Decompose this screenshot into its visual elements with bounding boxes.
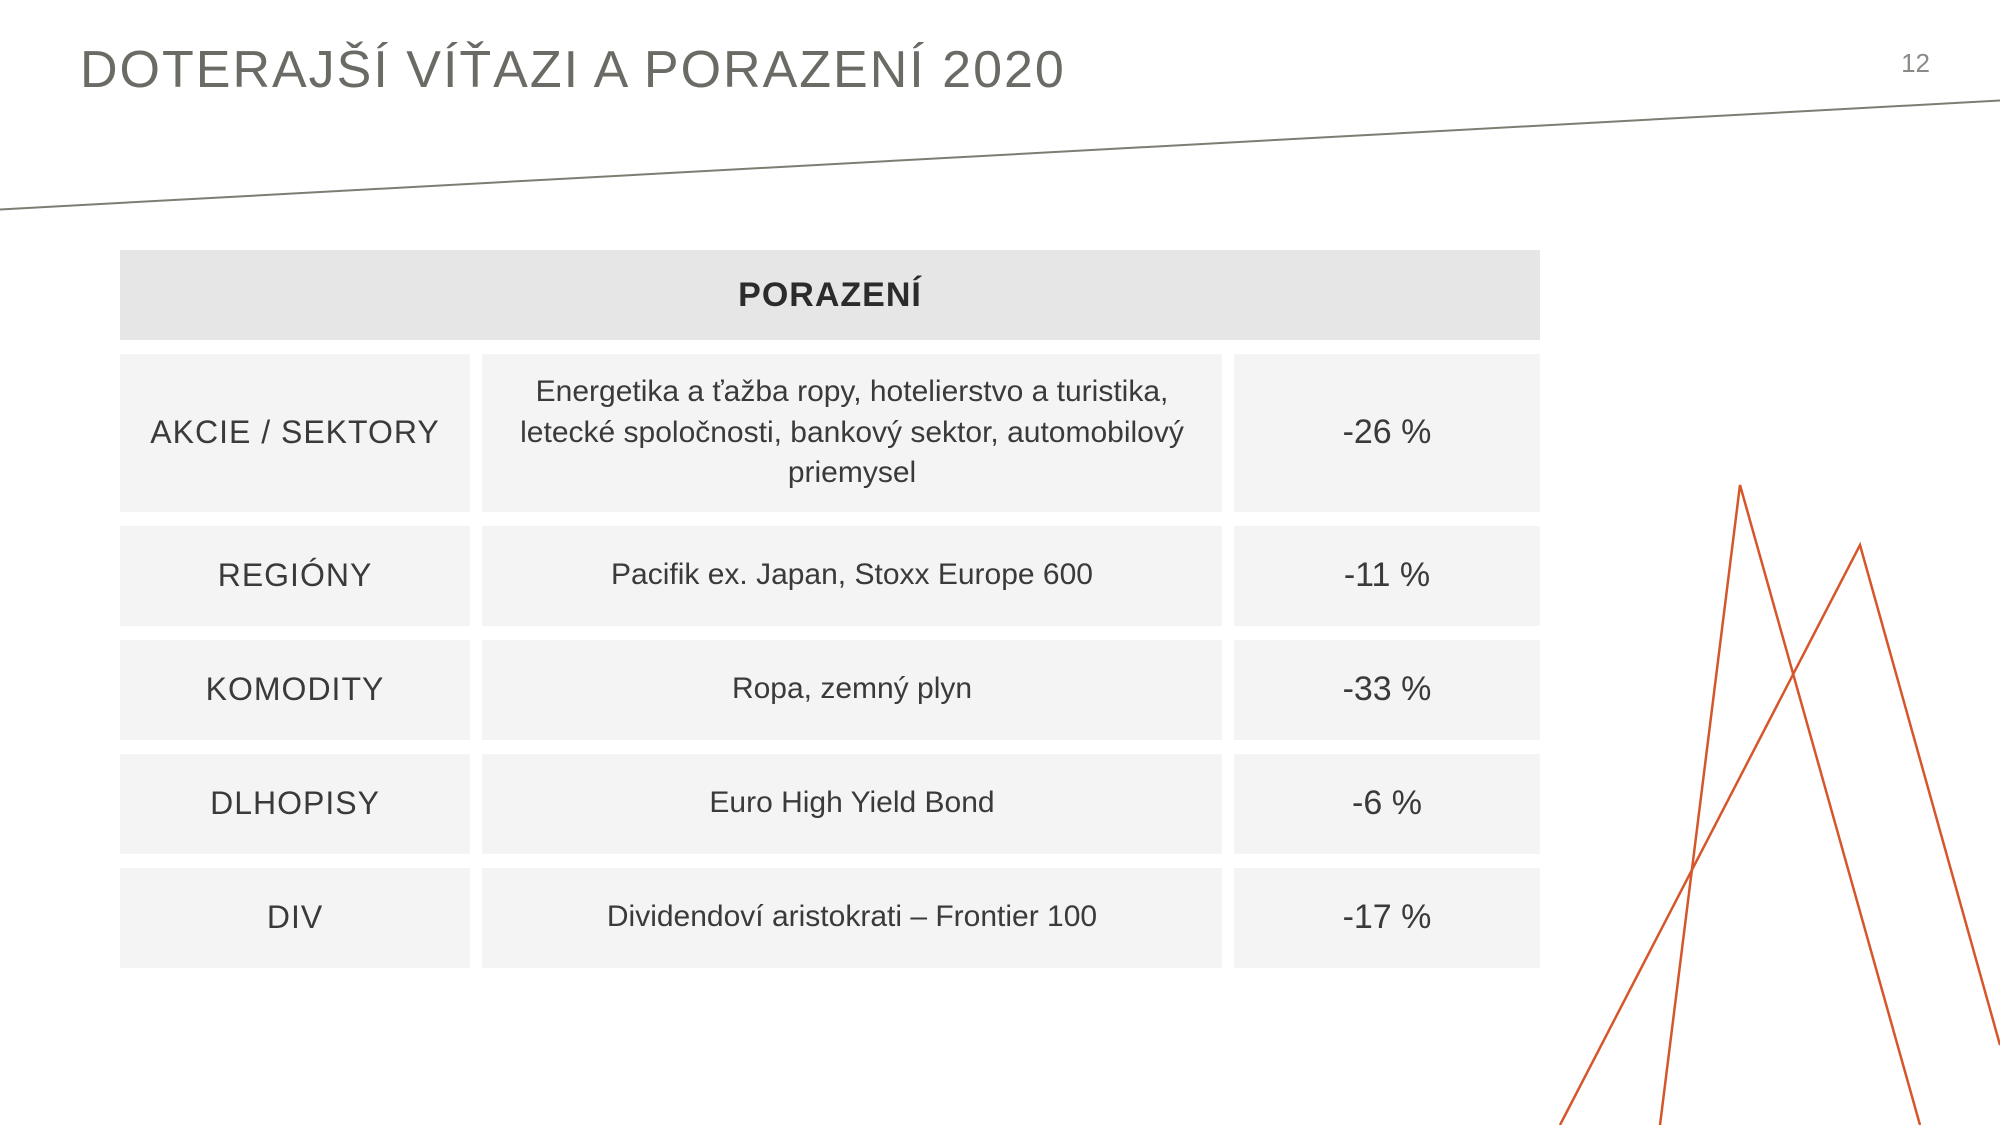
category-cell: KOMODITY xyxy=(120,640,470,740)
description-cell: Dividendoví aristokrati – Frontier 100 xyxy=(482,868,1222,968)
slide-title: DOTERAJŠÍ VÍŤAZI A PORAZENÍ 2020 xyxy=(80,40,1066,100)
losers-table: PORAZENÍ AKCIE / SEKTORY Energetika a ťa… xyxy=(120,250,1540,968)
value-cell: -26 % xyxy=(1234,354,1540,512)
value-cell: -11 % xyxy=(1234,526,1540,626)
category-cell: AKCIE / SEKTORY xyxy=(120,354,470,512)
description-cell: Euro High Yield Bond xyxy=(482,754,1222,854)
table-row: DIV Dividendoví aristokrati – Frontier 1… xyxy=(120,868,1540,968)
value-cell: -33 % xyxy=(1234,640,1540,740)
table-row: REGIÓNY Pacifik ex. Japan, Stoxx Europe … xyxy=(120,526,1540,626)
table-row: DLHOPISY Euro High Yield Bond -6 % xyxy=(120,754,1540,854)
table-header: PORAZENÍ xyxy=(120,250,1540,340)
value-cell: -17 % xyxy=(1234,868,1540,968)
category-cell: REGIÓNY xyxy=(120,526,470,626)
table-row: AKCIE / SEKTORY Energetika a ťažba ropy,… xyxy=(120,354,1540,512)
page-number: 12 xyxy=(1901,48,1930,79)
category-cell: DLHOPISY xyxy=(120,754,470,854)
slide: DOTERAJŠÍ VÍŤAZI A PORAZENÍ 2020 12 PORA… xyxy=(0,0,2000,1125)
description-cell: Energetika a ťažba ropy, hotelierstvo a … xyxy=(482,354,1222,512)
value-cell: -6 % xyxy=(1234,754,1540,854)
description-cell: Pacifik ex. Japan, Stoxx Europe 600 xyxy=(482,526,1222,626)
category-cell: DIV xyxy=(120,868,470,968)
description-cell: Ropa, zemný plyn xyxy=(482,640,1222,740)
table-row: KOMODITY Ropa, zemný plyn -33 % xyxy=(120,640,1540,740)
